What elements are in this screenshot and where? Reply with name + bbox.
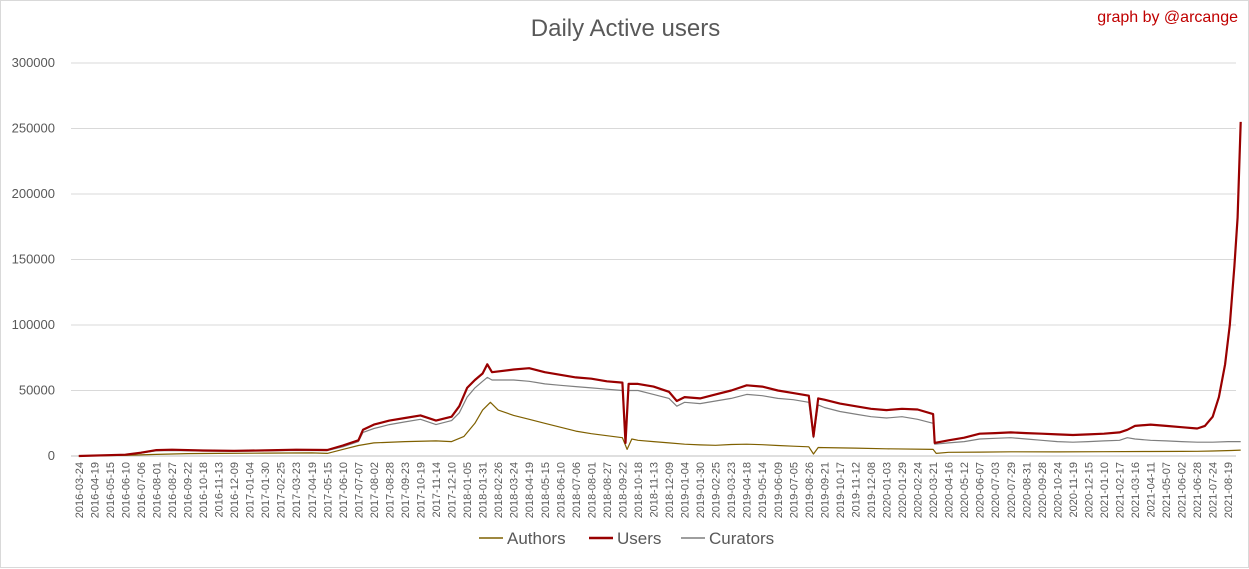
x-tick-label: 2017-04-19 (307, 462, 319, 518)
x-tick-label: 2016-08-27 (167, 462, 179, 518)
x-tick-label: 2016-08-01 (151, 462, 163, 518)
chart-title: Daily Active users (530, 15, 721, 42)
x-tick-label: 2020-01-29 (897, 462, 909, 518)
x-tick-label: 2019-10-17 (835, 462, 847, 518)
x-tick-label: 2016-03-24 (74, 462, 86, 518)
x-tick-label: 2020-09-28 (1037, 462, 1049, 518)
series-line-curators (78, 376, 1241, 457)
x-tick-label: 2016-06-10 (120, 462, 132, 518)
x-tick-label: 2020-02-24 (913, 462, 925, 518)
x-tick-label: 2016-12-09 (229, 462, 241, 518)
x-tick-label: 2018-04-19 (524, 462, 536, 518)
x-tick-label: 2021-08-19 (1223, 462, 1235, 518)
x-tick-label: 2018-05-15 (540, 462, 552, 518)
x-tick-label: 2017-03-23 (291, 462, 303, 518)
x-tick-label: 2017-02-25 (276, 462, 288, 518)
chart-credit: graph by @arcange (1097, 9, 1238, 26)
x-tick-label: 2018-12-09 (664, 462, 676, 518)
x-tick-label: 2017-08-28 (384, 462, 396, 518)
y-tick-label: 300000 (12, 55, 55, 70)
y-tick-label: 250000 (12, 121, 55, 136)
x-tick-label: 2021-06-28 (1192, 462, 1204, 518)
x-tick-label: 2019-04-18 (742, 462, 754, 518)
x-tick-label: 2021-04-11 (1146, 462, 1158, 517)
x-tick-label: 2018-10-18 (633, 462, 645, 518)
x-tick-label: 2018-01-31 (478, 462, 490, 518)
x-tick-label: 2017-11-14 (431, 462, 443, 517)
legend-label-authors: Authors (507, 529, 566, 548)
x-tick-label: 2016-10-18 (198, 462, 210, 518)
x-tick-label: 2020-03-21 (928, 462, 940, 518)
x-tick-label: 2016-05-15 (105, 462, 117, 518)
x-tick-label: 2021-03-16 (1130, 462, 1142, 518)
x-tick-label: 2019-06-09 (773, 462, 785, 518)
x-tick-label: 2021-01-10 (1099, 462, 1111, 518)
x-tick-label: 2019-02-25 (711, 462, 723, 518)
x-tick-label: 2019-12-08 (866, 462, 878, 518)
x-tick-label: 2017-09-23 (400, 462, 412, 518)
x-tick-label: 2017-10-19 (416, 462, 428, 518)
x-tick-label: 2017-01-04 (245, 462, 257, 518)
x-tick-label: 2018-11-13 (649, 462, 661, 517)
x-tick-label: 2019-01-30 (695, 462, 707, 518)
legend-label-users: Users (617, 529, 661, 548)
x-tick-label: 2018-06-10 (555, 462, 567, 518)
x-tick-label: 2020-11-19 (1068, 462, 1080, 517)
x-tick-label: 2021-02-17 (1115, 462, 1127, 518)
x-tick-label: 2018-08-01 (586, 462, 598, 518)
x-tick-label: 2021-05-07 (1161, 462, 1173, 518)
x-tick-label: 2019-11-12 (850, 462, 862, 517)
x-tick-label: 2021-07-24 (1208, 462, 1220, 518)
x-tick-label: 2019-09-21 (819, 462, 831, 518)
x-tick-label: 2016-11-13 (214, 462, 226, 517)
x-tick-label: 2019-07-05 (788, 462, 800, 518)
x-tick-label: 2017-06-10 (338, 462, 350, 518)
x-tick-label: 2018-03-24 (509, 462, 521, 518)
x-tick-label: 2017-05-15 (322, 462, 334, 518)
x-tick-label: 2020-06-07 (975, 462, 987, 518)
x-tick-label: 2019-01-04 (680, 462, 692, 518)
series-line-users (78, 121, 1242, 458)
x-tick-label: 2020-10-24 (1052, 462, 1064, 518)
x-tick-label: 2020-07-29 (1006, 462, 1018, 518)
x-tick-label: 2018-08-27 (602, 462, 614, 518)
y-tick-label: 150000 (12, 252, 55, 267)
x-tick-label: 2018-09-22 (617, 462, 629, 518)
x-tick-label: 2018-01-05 (462, 462, 474, 518)
x-tick-label: 2016-07-06 (136, 462, 148, 518)
legend-label-curators: Curators (709, 529, 774, 548)
x-tick-label: 2016-09-22 (183, 462, 195, 518)
x-tick-label: 2017-08-02 (369, 462, 381, 518)
x-tick-label: 2021-06-02 (1177, 462, 1189, 518)
x-tick-label: 2019-05-14 (757, 462, 769, 518)
x-tick-label: 2019-08-26 (804, 462, 816, 518)
x-tick-label: 2020-01-03 (882, 462, 894, 518)
x-tick-label: 2020-12-15 (1083, 462, 1095, 518)
x-tick-label: 2017-01-30 (260, 462, 272, 518)
x-tick-label: 2017-12-10 (447, 462, 459, 518)
y-tick-label: 50000 (19, 383, 55, 398)
x-tick-label: 2020-07-03 (990, 462, 1002, 518)
x-tick-label: 2016-04-19 (89, 462, 101, 518)
x-tick-label: 2020-05-12 (959, 462, 971, 518)
x-tick-label: 2018-07-06 (571, 462, 583, 518)
y-tick-label: 100000 (12, 317, 55, 332)
y-tick-label: 0 (48, 448, 55, 463)
y-tick-label: 200000 (12, 186, 55, 201)
series-line-authors (78, 401, 1241, 457)
x-tick-label: 2020-08-31 (1021, 462, 1033, 518)
x-tick-label: 2017-07-07 (353, 462, 365, 518)
x-tick-label: 2019-03-23 (726, 462, 738, 518)
x-tick-label: 2020-04-16 (944, 462, 956, 518)
x-tick-label: 2018-02-26 (493, 462, 505, 518)
